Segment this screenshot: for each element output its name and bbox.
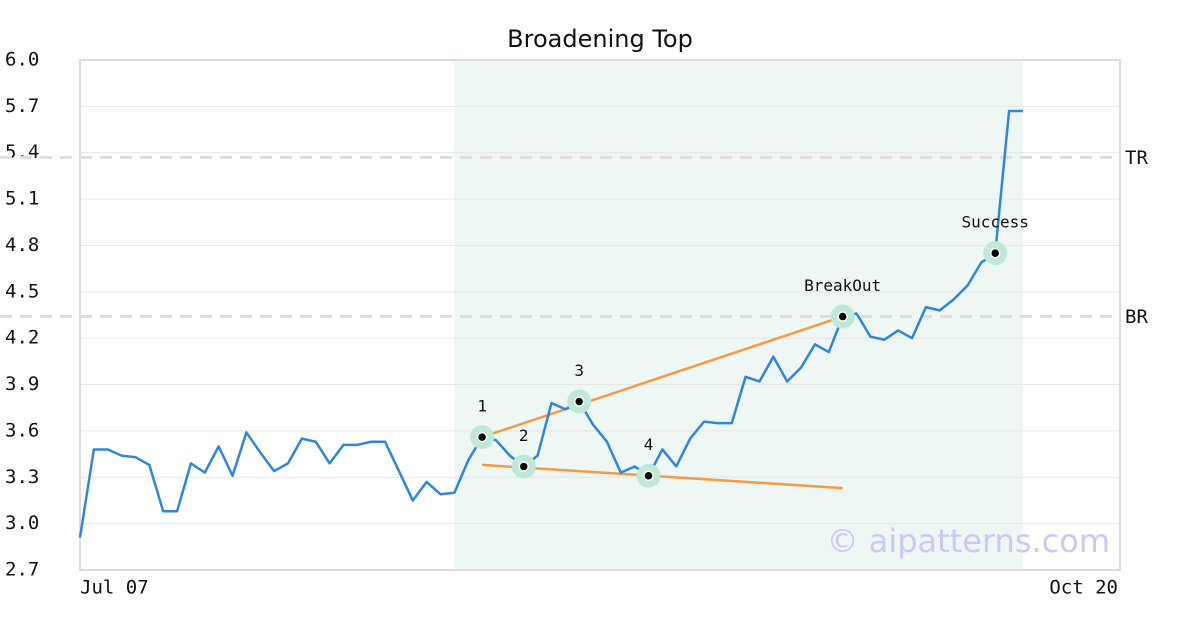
- marker-dot: [518, 461, 529, 472]
- plot-frame: [79, 59, 1121, 571]
- y-tick-label: 3.6: [5, 419, 39, 441]
- y-tick-label: 3.0: [5, 512, 39, 534]
- highlight-region: [454, 60, 1023, 570]
- chart-title: Broadening Top: [507, 25, 693, 53]
- annotation-label: 3: [574, 361, 584, 380]
- marker-dot: [476, 431, 488, 443]
- y-tick-label: 3.3: [5, 466, 39, 488]
- y-tick-label: 4.5: [5, 280, 39, 302]
- y-tick-label: 2.7: [5, 559, 39, 581]
- annotation-label: 1: [477, 397, 487, 416]
- watermark: © aipatterns.com: [827, 522, 1110, 560]
- trendline: [481, 315, 844, 439]
- marker-dot: [643, 470, 654, 481]
- y-tick-label: 6.0: [5, 49, 39, 71]
- x-tick-label: Jul 07: [80, 577, 149, 599]
- y-tick-label: 4.2: [5, 327, 39, 349]
- y-tick-label: 4.8: [5, 234, 39, 256]
- marker-dot: [989, 247, 1001, 259]
- y-tick-label: 3.9: [5, 373, 39, 395]
- marker-dot: [837, 311, 848, 322]
- y-tick-label: 5.4: [5, 141, 39, 163]
- trendline: [482, 463, 843, 490]
- annotation-label: Success: [961, 213, 1028, 232]
- marker-dot: [573, 396, 585, 407]
- price-line: [78, 109, 1023, 538]
- annotation-label: BreakOut: [804, 276, 881, 295]
- y-tick-label: 5.1: [5, 188, 39, 210]
- y-tick-label: 5.7: [5, 95, 39, 117]
- annotation-label: 2: [519, 426, 529, 445]
- x-tick-label: Oct 20: [1049, 577, 1118, 599]
- annotation-label: 4: [644, 435, 654, 454]
- reference-label: BR: [1125, 306, 1148, 328]
- reference-label: TR: [1125, 147, 1148, 169]
